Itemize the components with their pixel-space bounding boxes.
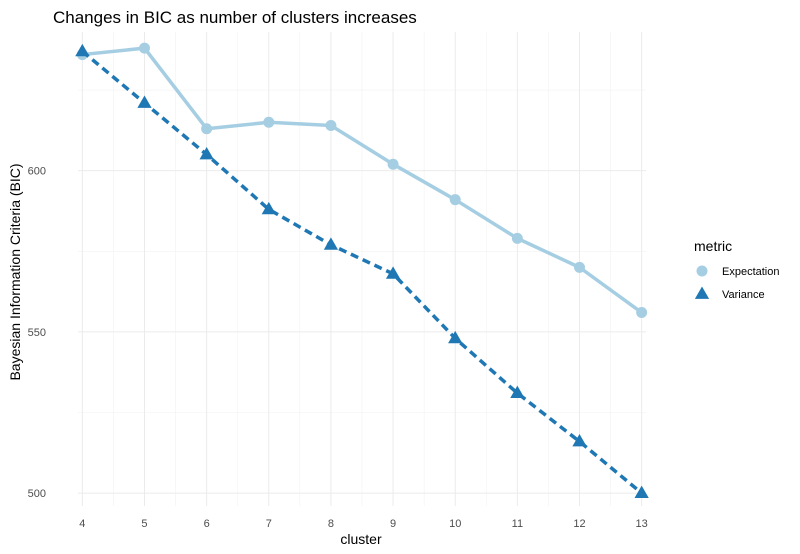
legend: metric Expectation Variance <box>694 238 779 301</box>
expectation-point <box>325 120 337 132</box>
grid <box>78 32 646 506</box>
x-tick-label: 5 <box>141 518 147 530</box>
variance-point <box>261 201 276 215</box>
y-axis-title: Bayesian Information Criteria (BIC) <box>7 163 23 380</box>
variance-point <box>510 385 525 399</box>
expectation-point <box>138 42 150 54</box>
expectation-point <box>263 116 275 128</box>
expectation-point <box>449 194 461 206</box>
legend-label-expectation: Expectation <box>722 266 779 278</box>
variance-point <box>572 434 587 447</box>
x-tick-label: 4 <box>79 518 85 530</box>
variance-point <box>385 266 401 279</box>
x-tick-label: 9 <box>390 518 396 530</box>
variance-point <box>323 237 339 250</box>
x-tick-label: 10 <box>449 518 461 530</box>
series-layer <box>75 42 649 498</box>
x-axis-title: cluster <box>340 531 382 547</box>
x-tick-label: 6 <box>204 518 210 530</box>
x-tick-label: 8 <box>328 518 334 530</box>
variance-point <box>634 485 649 498</box>
variance-point <box>199 147 214 160</box>
legend-title: metric <box>694 238 732 254</box>
expectation-point <box>201 123 213 135</box>
x-tick-label: 7 <box>266 518 272 530</box>
expectation-point <box>574 261 586 273</box>
expectation-point <box>511 232 523 244</box>
tick-labels: 4 5 6 7 8 9 10 11 12 13 500 550 600 <box>28 166 648 530</box>
expectation-point <box>387 158 399 170</box>
x-tick-label: 12 <box>573 518 585 530</box>
chart-title: Changes in BIC as number of clusters inc… <box>53 8 417 27</box>
y-tick-label: 550 <box>28 327 46 339</box>
variance-point <box>137 95 152 108</box>
legend-key-expectation <box>696 265 708 277</box>
y-tick-label: 600 <box>28 166 46 178</box>
variance-point <box>75 43 90 57</box>
variance-line <box>81 50 643 495</box>
y-tick-label: 500 <box>28 488 46 500</box>
legend-label-variance: Variance <box>722 289 765 301</box>
variance-point <box>448 330 463 344</box>
x-tick-label: 13 <box>636 518 648 530</box>
expectation-line <box>82 46 643 314</box>
expectation-point <box>636 307 648 319</box>
x-tick-label: 11 <box>512 518 523 530</box>
legend-key-variance <box>694 286 710 299</box>
